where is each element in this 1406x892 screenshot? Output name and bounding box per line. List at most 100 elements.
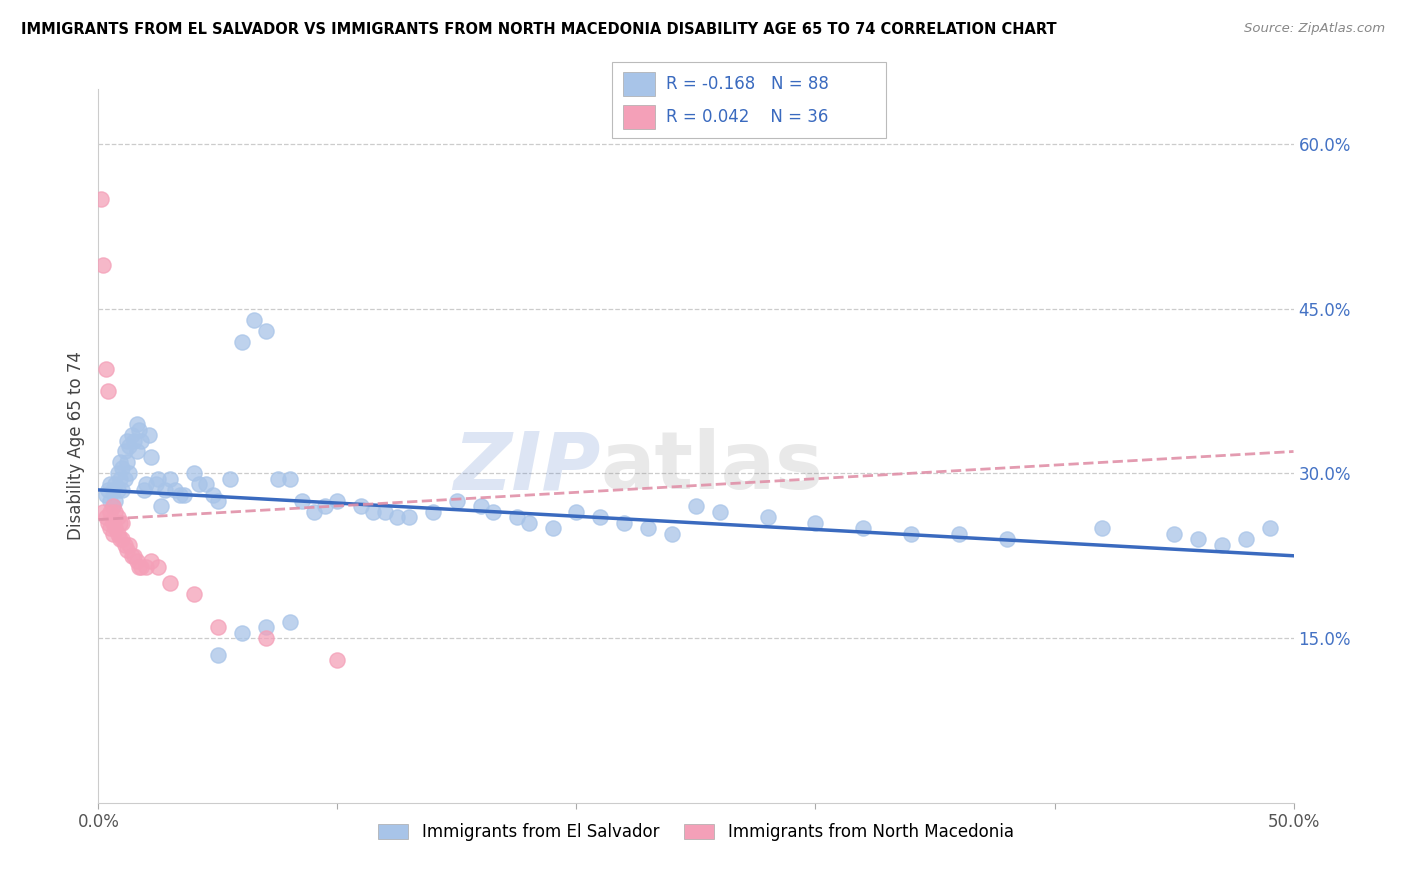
Point [115,543,138,558]
Point [108,455,131,469]
Point [231,625,253,640]
Point [661,526,683,541]
Point [101,500,124,514]
Point [1091,521,1114,535]
Point [363,505,385,519]
Point [302,505,325,519]
Point [108,533,131,547]
Point [148,559,170,574]
Point [108,516,131,530]
Point [995,533,1018,547]
FancyBboxPatch shape [612,62,886,138]
Point [948,526,970,541]
Point [132,483,155,497]
Point [243,312,266,326]
Point [98,477,122,491]
Point [121,549,143,563]
Point [756,510,779,524]
Point [149,500,172,514]
Point [207,620,229,634]
Point [131,559,153,574]
Point [121,428,143,442]
Point [97,483,120,497]
Point [124,549,146,563]
Point [506,510,529,524]
Point [98,494,122,508]
Point [125,444,148,458]
Point [131,434,153,448]
Point [118,439,141,453]
Point [111,461,134,475]
Point [98,521,122,535]
Point [207,648,229,662]
Point [517,516,540,530]
Point [94,362,117,376]
Point [94,488,117,502]
Point [207,494,229,508]
Text: R = -0.168   N = 88: R = -0.168 N = 88 [666,75,830,93]
Point [804,516,827,530]
Point [231,334,253,349]
Point [219,472,242,486]
Point [145,477,167,491]
Point [90,192,112,206]
Point [195,477,218,491]
Point [135,559,157,574]
Point [589,510,612,524]
Point [111,516,134,530]
Point [422,505,444,519]
Point [900,526,922,541]
Point [107,526,129,541]
Point [104,521,127,535]
Point [128,423,150,437]
Point [278,615,301,629]
Point [101,483,124,497]
Point [202,488,225,502]
Point [254,324,277,338]
Point [159,576,181,591]
Point [155,483,177,497]
Text: atlas: atlas [600,428,824,507]
Point [111,533,134,547]
Point [101,516,124,530]
Point [565,505,588,519]
Point [1187,533,1209,547]
Point [385,510,409,524]
Point [350,500,373,514]
Point [481,505,505,519]
Point [114,472,136,486]
Point [613,516,636,530]
Point [108,472,131,486]
Point [125,417,148,431]
Point [118,467,141,481]
Text: IMMIGRANTS FROM EL SALVADOR VS IMMIGRANTS FROM NORTH MACEDONIA DISABILITY AGE 65: IMMIGRANTS FROM EL SALVADOR VS IMMIGRANT… [21,22,1057,37]
Point [637,521,659,535]
Text: Source: ZipAtlas.com: Source: ZipAtlas.com [1244,22,1385,36]
Point [709,505,731,519]
Point [326,653,349,667]
Point [254,620,277,634]
Point [91,258,114,272]
Point [104,477,127,491]
Point [104,505,127,519]
Y-axis label: Disability Age 65 to 74: Disability Age 65 to 74 [66,351,84,541]
Legend: Immigrants from El Salvador, Immigrants from North Macedonia: Immigrants from El Salvador, Immigrants … [371,817,1021,848]
Point [183,467,205,481]
Point [101,500,124,514]
FancyBboxPatch shape [623,71,655,95]
Point [101,526,124,541]
Point [541,521,564,535]
Point [139,554,162,568]
Point [163,483,186,497]
Point [278,472,301,486]
Point [128,559,150,574]
Point [183,587,205,601]
Point [124,434,146,448]
Point [97,384,120,398]
Point [254,631,277,645]
Point [1234,533,1257,547]
Point [173,488,195,502]
Point [326,494,349,508]
Point [374,505,396,519]
Point [139,450,162,464]
